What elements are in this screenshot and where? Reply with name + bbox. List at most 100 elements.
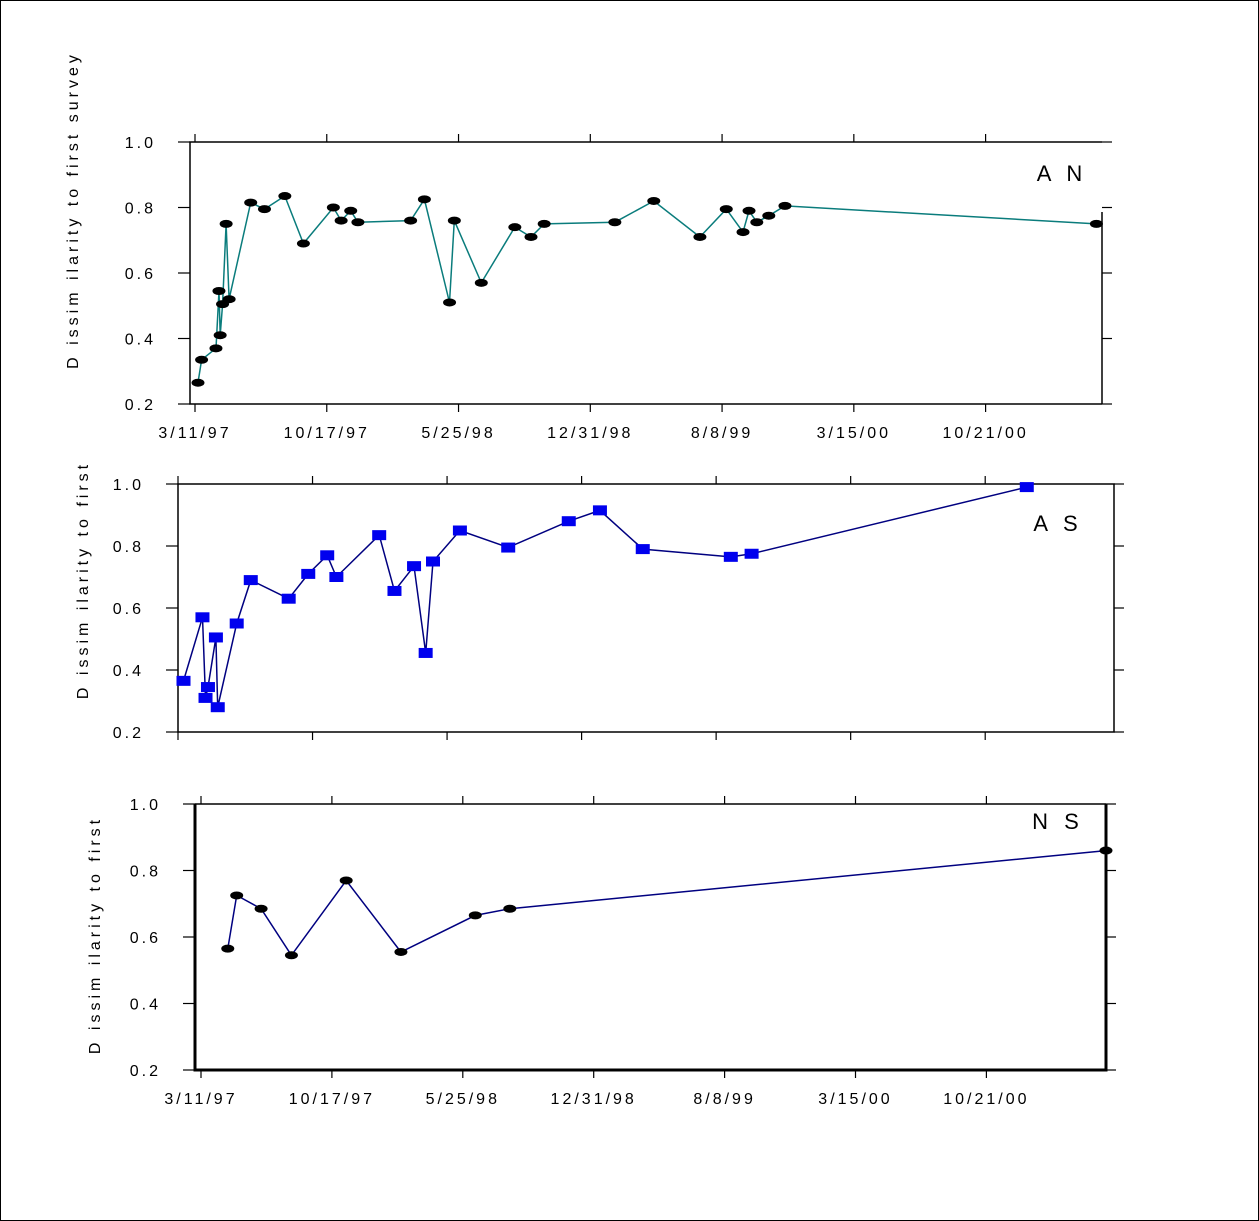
data-point <box>503 904 517 913</box>
y-tick-label: 0.6 <box>113 601 144 618</box>
x-tick-label: 10/17/97 <box>289 1091 375 1108</box>
data-point <box>742 206 756 215</box>
data-point <box>647 196 661 205</box>
data-point <box>209 344 223 353</box>
data-point <box>195 355 209 364</box>
data-point <box>592 505 607 516</box>
data-point <box>334 216 348 225</box>
data-point <box>561 516 576 527</box>
y-tick-label: 1.0 <box>113 477 144 494</box>
y-axis-label: D issim ilarity to first <box>75 461 92 699</box>
data-point <box>200 682 215 693</box>
data-point <box>418 647 433 658</box>
data-point <box>195 612 210 623</box>
data-point <box>326 203 340 212</box>
data-point <box>212 287 226 296</box>
series-line <box>197 194 1097 383</box>
panel-2: 0.2 0.4 0.6 0.8 1.0 D issim ilarity to first A… <box>75 461 1124 742</box>
data-point <box>608 218 622 227</box>
data-point <box>222 295 236 304</box>
data-point <box>296 239 310 248</box>
data-point <box>719 205 733 214</box>
plot-frame <box>193 804 1108 1072</box>
data-point <box>762 211 776 220</box>
panel-3: 0.2 0.4 0.6 0.8 1.0 3/11/97 10/17/97 5/25/98 12/… <box>87 796 1116 1108</box>
data-point <box>254 904 268 913</box>
data-point <box>723 551 738 562</box>
data-point <box>210 702 225 713</box>
y-tick-label: 0.8 <box>113 539 144 556</box>
data-point <box>243 575 258 586</box>
x-tick-label: 5/25/98 <box>421 425 495 442</box>
data-point <box>468 911 482 920</box>
data-point <box>417 195 431 204</box>
y-axis-label: D issim ilarity to first survey <box>65 51 82 369</box>
y-tick-label: 0.4 <box>113 663 144 680</box>
data-point <box>452 525 467 536</box>
x-tick-label: 8/8/99 <box>693 1091 755 1108</box>
data-point <box>219 219 233 228</box>
data-point <box>447 216 461 225</box>
y-tick-label: 0.2 <box>113 725 144 742</box>
data-point <box>213 331 227 340</box>
data-point <box>1099 846 1113 855</box>
data-point <box>281 593 296 604</box>
data-point <box>198 692 213 703</box>
data-point <box>221 944 235 953</box>
data-point <box>778 201 792 210</box>
panel-1: 0.2 0.4 0.6 0.8 1.0 3/11/97 10/17/97 5/25/98 12/… <box>65 51 1112 442</box>
panel-label: A N <box>1037 161 1087 186</box>
data-point <box>372 530 387 541</box>
x-tick-label: 3/15/00 <box>818 1091 892 1108</box>
y-tick-label: 0.6 <box>125 266 156 283</box>
y-tick-label: 0.2 <box>130 1063 161 1080</box>
data-point <box>474 278 488 287</box>
y-tick-label: 0.8 <box>130 864 161 881</box>
y-tick-label: 1.0 <box>130 797 161 814</box>
y-tick-label: 0.8 <box>125 201 156 218</box>
x-tick-label: 3/11/97 <box>158 425 231 442</box>
data-point <box>524 232 538 241</box>
data-point <box>278 192 292 201</box>
data-point <box>750 218 764 227</box>
data-point <box>229 618 244 629</box>
x-tick-label: 3/11/97 <box>164 1091 237 1108</box>
data-point <box>339 876 353 885</box>
data-point <box>407 561 422 572</box>
x-tick-label: 10/21/00 <box>943 1091 1029 1108</box>
plot-frame <box>177 483 1115 733</box>
panel-label: A S <box>1033 511 1082 536</box>
x-tick-label: 3/15/00 <box>817 425 891 442</box>
data-point <box>257 205 271 214</box>
data-point <box>736 228 750 237</box>
data-point <box>387 585 402 596</box>
data-point <box>208 632 223 643</box>
series-line <box>227 849 1107 957</box>
x-tick-label: 10/21/00 <box>942 425 1028 442</box>
y-tick-label: 0.4 <box>125 332 156 349</box>
data-point <box>351 218 365 227</box>
x-tick-label: 5/25/98 <box>426 1091 500 1108</box>
x-tick-label: 12/31/98 <box>547 425 633 442</box>
x-tick-label: 8/8/99 <box>691 425 753 442</box>
plot-frame <box>189 141 1102 405</box>
data-point <box>284 951 298 960</box>
data-point <box>191 378 205 387</box>
data-point <box>404 216 418 225</box>
data-point <box>635 544 650 555</box>
data-point <box>244 198 258 207</box>
y-tick-label: 0.2 <box>125 397 156 414</box>
y-tick-label: 1.0 <box>125 135 156 152</box>
data-point <box>693 232 707 241</box>
data-point <box>744 548 759 559</box>
y-axis-label: D issim ilarity to first <box>87 816 104 1054</box>
y-tick-label: 0.6 <box>130 930 161 947</box>
data-point <box>176 675 191 686</box>
data-point <box>426 556 441 567</box>
x-tick-label: 12/31/98 <box>551 1091 637 1108</box>
data-point <box>537 219 551 228</box>
data-point <box>1019 482 1034 493</box>
data-point <box>344 206 358 215</box>
